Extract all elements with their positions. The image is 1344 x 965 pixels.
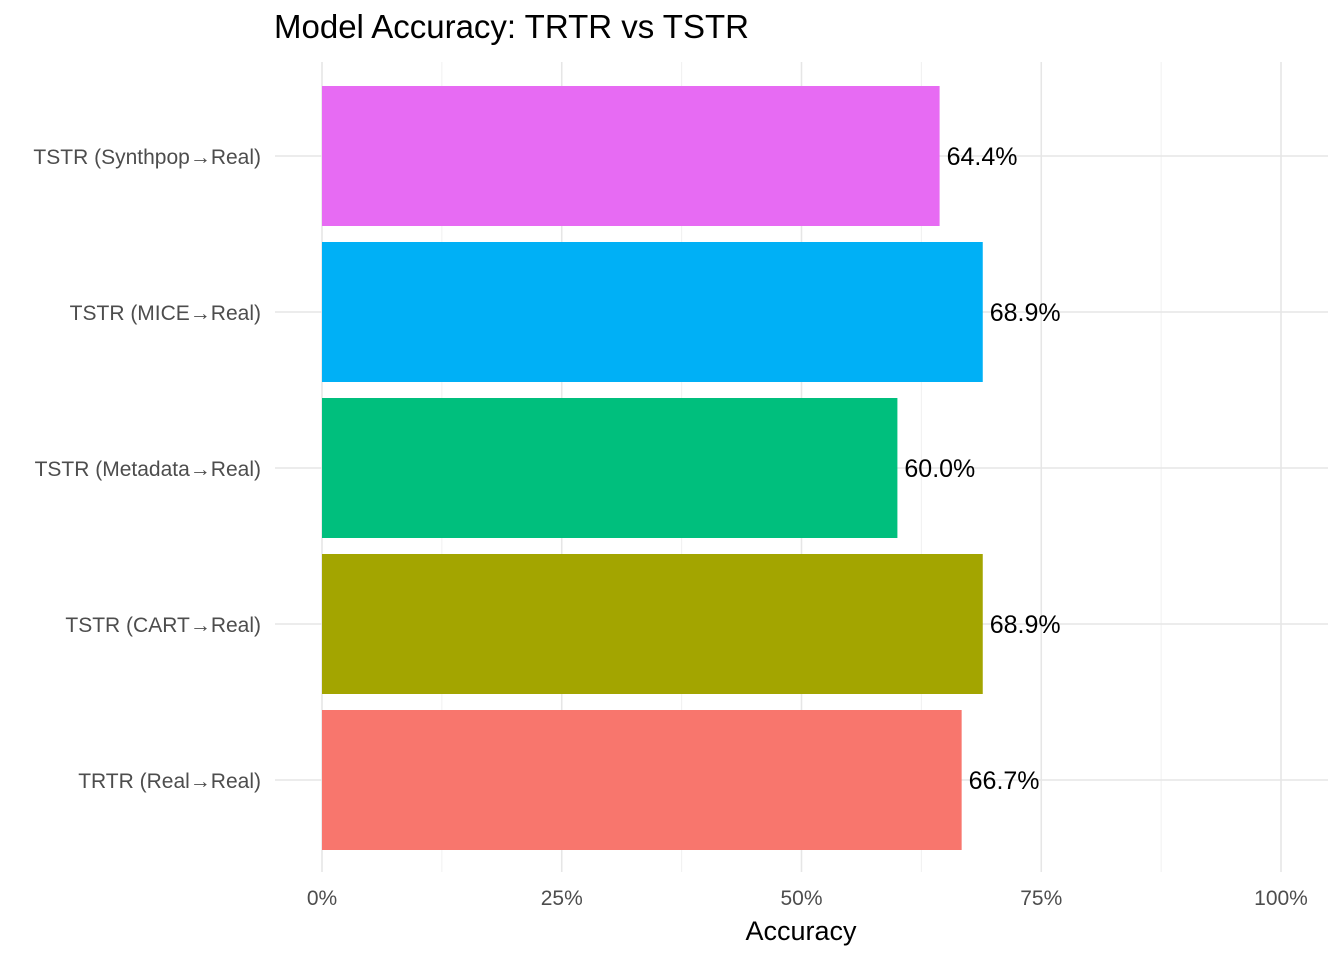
x-axis-tick-labels: 0% 25% 50% 75% 100% — [307, 887, 1308, 910]
bars — [322, 86, 983, 850]
bar — [322, 554, 983, 694]
data-label: 64.4% — [947, 143, 1018, 171]
data-label: 66.7% — [969, 767, 1040, 795]
bar — [322, 86, 940, 226]
data-label: 68.9% — [990, 299, 1061, 327]
chart-title: Model Accuracy: TRTR vs TSTR — [274, 8, 749, 45]
y-axis-tick-labels: TRTR (Real→Real) TSTR (CART→Real) TSTR (Me… — [33, 146, 261, 793]
bar — [322, 242, 983, 382]
y-tick-label: TSTR (MICE→Real) — [70, 302, 261, 325]
x-tick-label: 75% — [1020, 887, 1062, 910]
bar — [322, 398, 898, 538]
y-tick-label: TSTR (Synthpop→Real) — [33, 146, 261, 169]
y-tick-label: TSTR (Metadata→Real) — [35, 458, 261, 481]
y-tick-label: TSTR (CART→Real) — [65, 614, 261, 637]
bar — [322, 710, 962, 850]
x-tick-label: 25% — [541, 887, 583, 910]
x-tick-label: 0% — [307, 887, 337, 910]
x-axis-title: Accuracy — [745, 916, 857, 946]
x-tick-label: 50% — [780, 887, 822, 910]
data-label: 60.0% — [904, 455, 975, 483]
x-tick-label: 100% — [1254, 887, 1308, 910]
data-labels: 66.7% 68.9% 60.0% 68.9% 64.4% — [904, 143, 1060, 795]
y-tick-label: TRTR (Real→Real) — [78, 770, 261, 793]
data-label: 68.9% — [990, 611, 1061, 639]
